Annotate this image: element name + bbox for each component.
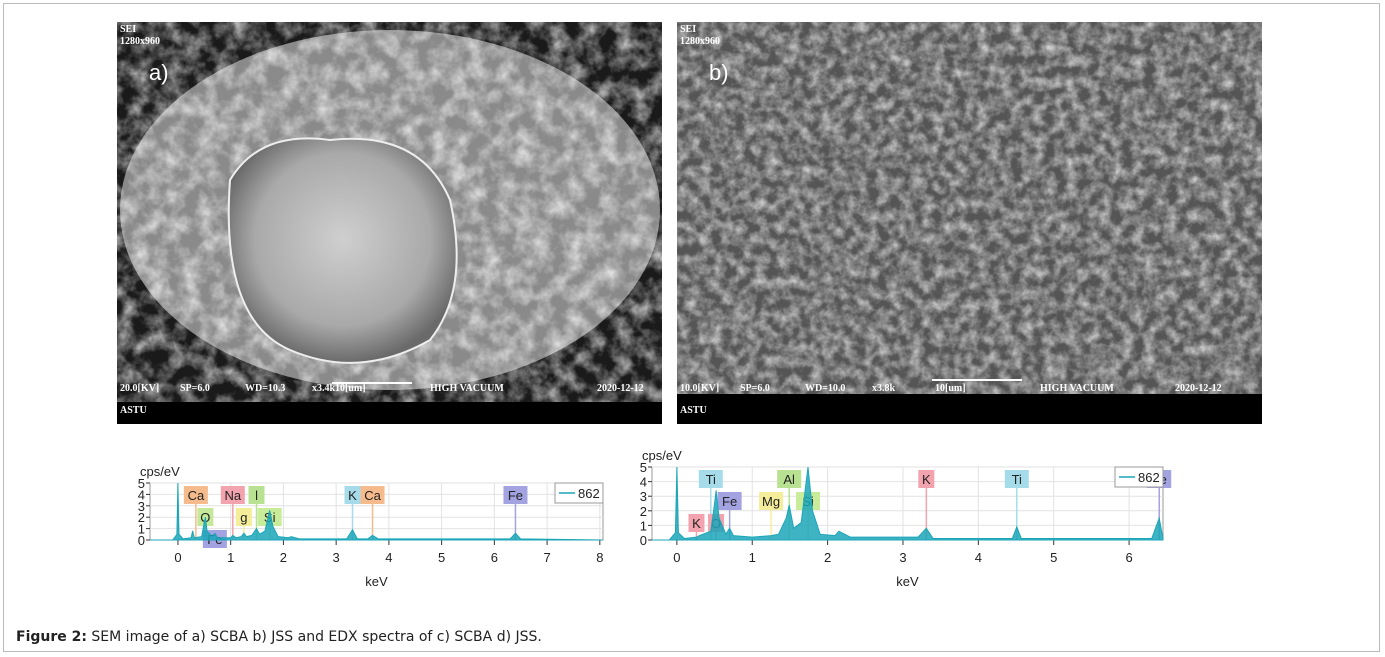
sem-scale: 10[um] [935,383,966,394]
spectrum-chart: 012345678012345cps/eVkeVCaOFeNaglSiKCaFe… [138,464,604,589]
sem-image-a [117,22,662,424]
sem-resolution: 1280x960 [680,36,720,47]
element-label: Ca [188,488,205,503]
sem-lab: ASTU [680,405,707,416]
sem-mode: SEI [680,24,696,35]
x-tick-label: 0 [174,550,181,565]
panel-label: b) [709,60,729,85]
x-axis-label: keV [896,574,919,589]
element-label: l [255,488,258,503]
x-tick-label: 1 [227,550,234,565]
sem-sp: SP=6.0 [740,383,770,394]
x-tick-label: 0 [673,550,680,565]
element-label: Mg [762,494,780,509]
sem-wd: WD=10.3 [245,383,285,394]
element-label: Al [783,472,795,487]
x-tick-label: 4 [385,550,392,565]
element-label: K [692,516,701,531]
x-axis-label: keV [365,574,388,589]
y-axis-label: cps/eV [140,464,180,479]
legend-label: 862 [1138,470,1160,485]
y-tick-label: 2 [640,504,647,519]
y-tick-label: 0 [640,533,647,548]
spectrum-chart: 0123456012345cps/eVkeVTiFeKOAlMgSiKTiFe8… [640,448,1171,589]
sem-sp: SP=6.0 [180,383,210,394]
y-tick-label: 3 [640,489,647,504]
x-tick-label: 7 [543,550,550,565]
sem-vacuum: HIGH VACUUM [1040,383,1114,394]
x-tick-label: 5 [1050,550,1057,565]
x-tick-label: 6 [1125,550,1132,565]
sem-date: 2020-12-12 [597,383,644,394]
element-label: Ti [706,472,716,487]
x-tick-label: 6 [491,550,498,565]
element-label: K [348,488,357,503]
caption-text: SEM image of a) SCBA b) JSS and EDX spec… [91,629,541,645]
x-tick-label: 5 [438,550,445,565]
element-label: Ti [1012,472,1022,487]
y-tick-label: 1 [640,518,647,533]
x-tick-label: 3 [899,550,906,565]
x-tick-label: 3 [333,550,340,565]
x-tick-label: 2 [824,550,831,565]
x-tick-label: 1 [749,550,756,565]
figure: SEI1280x960a)20.0[KV]SP=6.0WD=10.3x3.4k1… [0,0,1385,657]
sem-kv: 10.0[KV] [680,383,719,394]
element-label: Fe [722,494,737,509]
x-tick-label: 2 [280,550,287,565]
x-tick-label: 4 [975,550,982,565]
element-label: g [240,510,247,525]
y-axis-label: cps/eV [642,448,682,463]
sem-resolution: 1280x960 [120,36,160,47]
sem-mag: x3.8k [872,383,896,394]
caption-label: Figure 2: [16,629,87,645]
sem-kv: 20.0[KV] [120,383,159,394]
sem-wd: WD=10.0 [805,383,845,394]
sem-image-b [677,22,1262,424]
x-tick-label: 8 [596,550,603,565]
page: SEI1280x960a)20.0[KV]SP=6.0WD=10.3x3.4k1… [0,0,1385,657]
sem-vacuum: HIGH VACUUM [430,383,504,394]
panel-label: a) [149,60,169,85]
sem-date: 2020-12-12 [1175,383,1222,394]
sem-mode: SEI [120,24,136,35]
sem-lab: ASTU [120,405,147,416]
element-label: Fe [508,488,523,503]
element-label: Ca [364,488,381,503]
element-label: Na [224,488,241,503]
y-tick-label: 4 [640,475,647,490]
sem-mag: x3.4k [312,383,336,394]
caption: Figure 2: SEM image of a) SCBA b) JSS an… [16,629,542,645]
sem-scale: 10[um] [335,383,366,394]
element-label: K [922,472,931,487]
legend-label: 862 [578,486,600,501]
